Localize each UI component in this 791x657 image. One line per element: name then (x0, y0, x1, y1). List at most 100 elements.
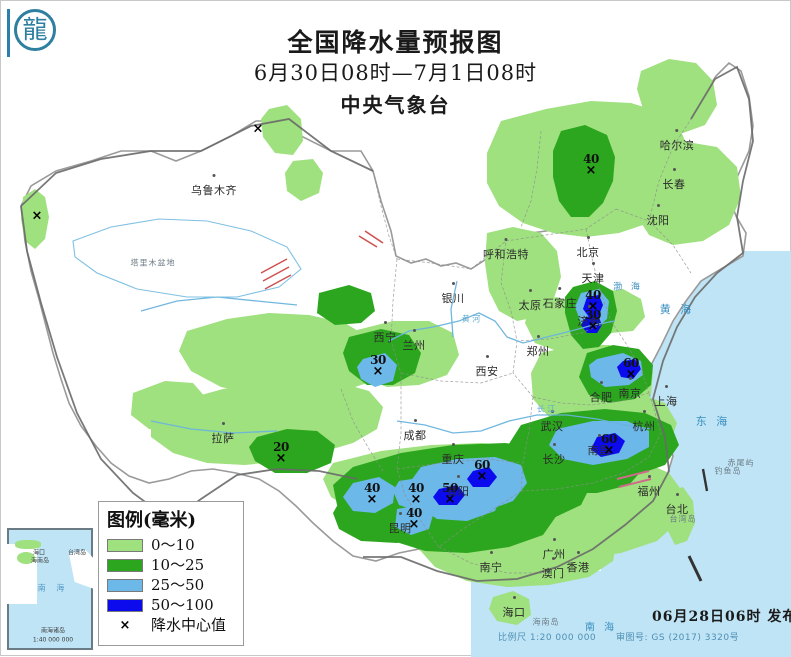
legend-title: 图例(毫米) (107, 510, 197, 531)
legend-swatch-0 (107, 538, 143, 552)
sea-label-东海: 东 海 (695, 415, 731, 428)
legend-box: 图例(毫米) 0～10 10～25 25～50 50～100 × 降水中心值 (98, 501, 244, 646)
precip-center-marker-1: 30 × (370, 354, 386, 378)
city-label-昆明: 昆明 (389, 512, 412, 536)
inset-label-taiwan: 台湾岛 (67, 549, 87, 557)
geo-label-钓鱼岛: 钓鱼岛 (714, 466, 742, 476)
city-dot-icon (599, 381, 603, 384)
precip-center-value: 40 (585, 288, 601, 302)
precip-center-cross-icon: × (275, 451, 287, 466)
city-dot-icon (383, 321, 387, 324)
city-dot-icon (451, 443, 455, 446)
city-label-呼和浩特: 呼和浩特 (483, 238, 529, 262)
city-label-太原: 太原 (519, 289, 542, 313)
city-dot-icon (672, 168, 676, 171)
city-dot-icon (642, 410, 646, 413)
city-label-香港: 香港 (567, 551, 590, 575)
city-dot-icon (398, 512, 402, 515)
legend-label-center-value: 降水中心值 (151, 615, 227, 634)
city-label-南京: 南京 (619, 377, 642, 401)
city-dot-icon (512, 596, 516, 599)
sea-label-黄海: 黄 海 (659, 303, 695, 316)
forecast-period: 6月30日08时—7月1日08时 (253, 61, 538, 86)
city-label-南宁: 南宁 (480, 551, 503, 575)
cma-dragon-logo (7, 9, 56, 57)
geo-label-台湾岛: 台湾岛 (669, 514, 697, 524)
city-label-拉萨: 拉萨 (212, 422, 235, 446)
precip-center-value: 40 (406, 506, 422, 520)
sea-label-南海: 南 海 (584, 622, 618, 634)
legend-row-2: 25～50 (107, 575, 237, 595)
city-dot-icon (576, 551, 580, 554)
inset-hainan-island (17, 552, 35, 564)
dragon-icon (14, 9, 56, 51)
precip-center-value: 40 (583, 152, 599, 166)
city-dot-icon (675, 129, 679, 132)
city-label-澳门: 澳门 (542, 557, 565, 581)
geo-label-赤尾屿: 赤尾屿 (727, 458, 755, 468)
city-dot-icon (451, 282, 455, 285)
city-dot-icon (504, 238, 508, 241)
city-dot-icon (552, 538, 556, 541)
legend-row-0: 0～10 (107, 535, 237, 555)
legend-swatch-2 (107, 578, 143, 592)
precip-center-value: 40 (408, 481, 424, 495)
legend-swatch-3 (107, 598, 143, 612)
city-dot-icon (528, 289, 532, 292)
city-dot-icon (647, 475, 651, 478)
map-scale: 比例尺 1:20 000 000 (498, 633, 597, 643)
precip-center-marker-13: × (253, 123, 264, 136)
precip-center-cross-icon: × (31, 208, 43, 224)
city-label-石家庄: 石家庄 (543, 287, 578, 311)
city-dot-icon (412, 329, 416, 332)
city-label-沈阳: 沈阳 (647, 204, 670, 228)
city-label-长沙: 长沙 (543, 443, 566, 467)
city-dot-icon (536, 335, 540, 338)
issuing-agency: 中央气象台 (340, 92, 451, 117)
legend-row-3: 50～100 (107, 595, 237, 615)
issue-time: 06月28日06时 发布 (652, 609, 791, 625)
city-dot-icon (586, 236, 590, 239)
city-label-台北: 台北 (666, 493, 689, 517)
city-label-济南: 济南 (578, 305, 601, 329)
inset-sea-label: 南 海 (37, 583, 69, 593)
river-label-长江: 长 江 (536, 404, 556, 414)
precip-center-cross-icon: × (366, 492, 378, 507)
inset-scale: 1:40 000 000 (32, 636, 74, 644)
inset-label-hainan: 海南岛 (30, 557, 50, 565)
page-title: 全国降水量预报图 (287, 28, 504, 57)
sea-label-渤海: 渤 海 (613, 282, 643, 293)
precip-center-cross-icon: × (476, 469, 488, 484)
precip-center-value: 40 (364, 481, 380, 495)
precip-center-marker-12: × (32, 210, 43, 223)
city-label-成都: 成都 (404, 419, 427, 443)
precip-center-cross-icon: × (372, 364, 384, 379)
city-dot-icon (558, 287, 562, 290)
legend-label-1: 10～25 (151, 555, 205, 574)
city-label-福州: 福州 (638, 475, 661, 499)
precip-center-marker-7: 60 × (474, 459, 490, 483)
title-block: 全国降水量预报图 6月30日08时—7月1日08时 中央气象台 (1, 27, 790, 120)
legend-label-0: 0～10 (151, 535, 195, 554)
precip-center-cross-icon: × (585, 163, 597, 178)
legend-items: 0～10 10～25 25～50 50～100 (105, 535, 237, 615)
city-label-西安: 西安 (476, 355, 499, 379)
city-dot-icon (551, 557, 555, 560)
city-dot-icon (552, 443, 556, 446)
geo-label-海南岛: 海南岛 (532, 617, 560, 627)
precip-center-cross-icon: × (410, 492, 422, 507)
city-label-长春: 长春 (663, 168, 686, 192)
city-dot-icon (675, 493, 679, 496)
south-china-sea-inset: 海口 海南岛 台湾岛 南 海 南海诸岛 1:40 000 000 (7, 528, 97, 650)
city-label-重庆: 重庆 (442, 443, 465, 467)
precip-center-marker-9: 40 × (408, 482, 424, 506)
precip-center-marker-10: 40 × (364, 482, 380, 506)
city-label-西宁: 西宁 (374, 321, 397, 345)
legend-row-1: 10～25 (107, 555, 237, 575)
city-dot-icon (591, 262, 595, 265)
city-label-广州: 广州 (543, 538, 566, 562)
precip-center-cross-icon: × (252, 121, 264, 137)
city-label-南昌: 南昌 (588, 434, 611, 458)
legend-swatch-1 (107, 558, 143, 572)
